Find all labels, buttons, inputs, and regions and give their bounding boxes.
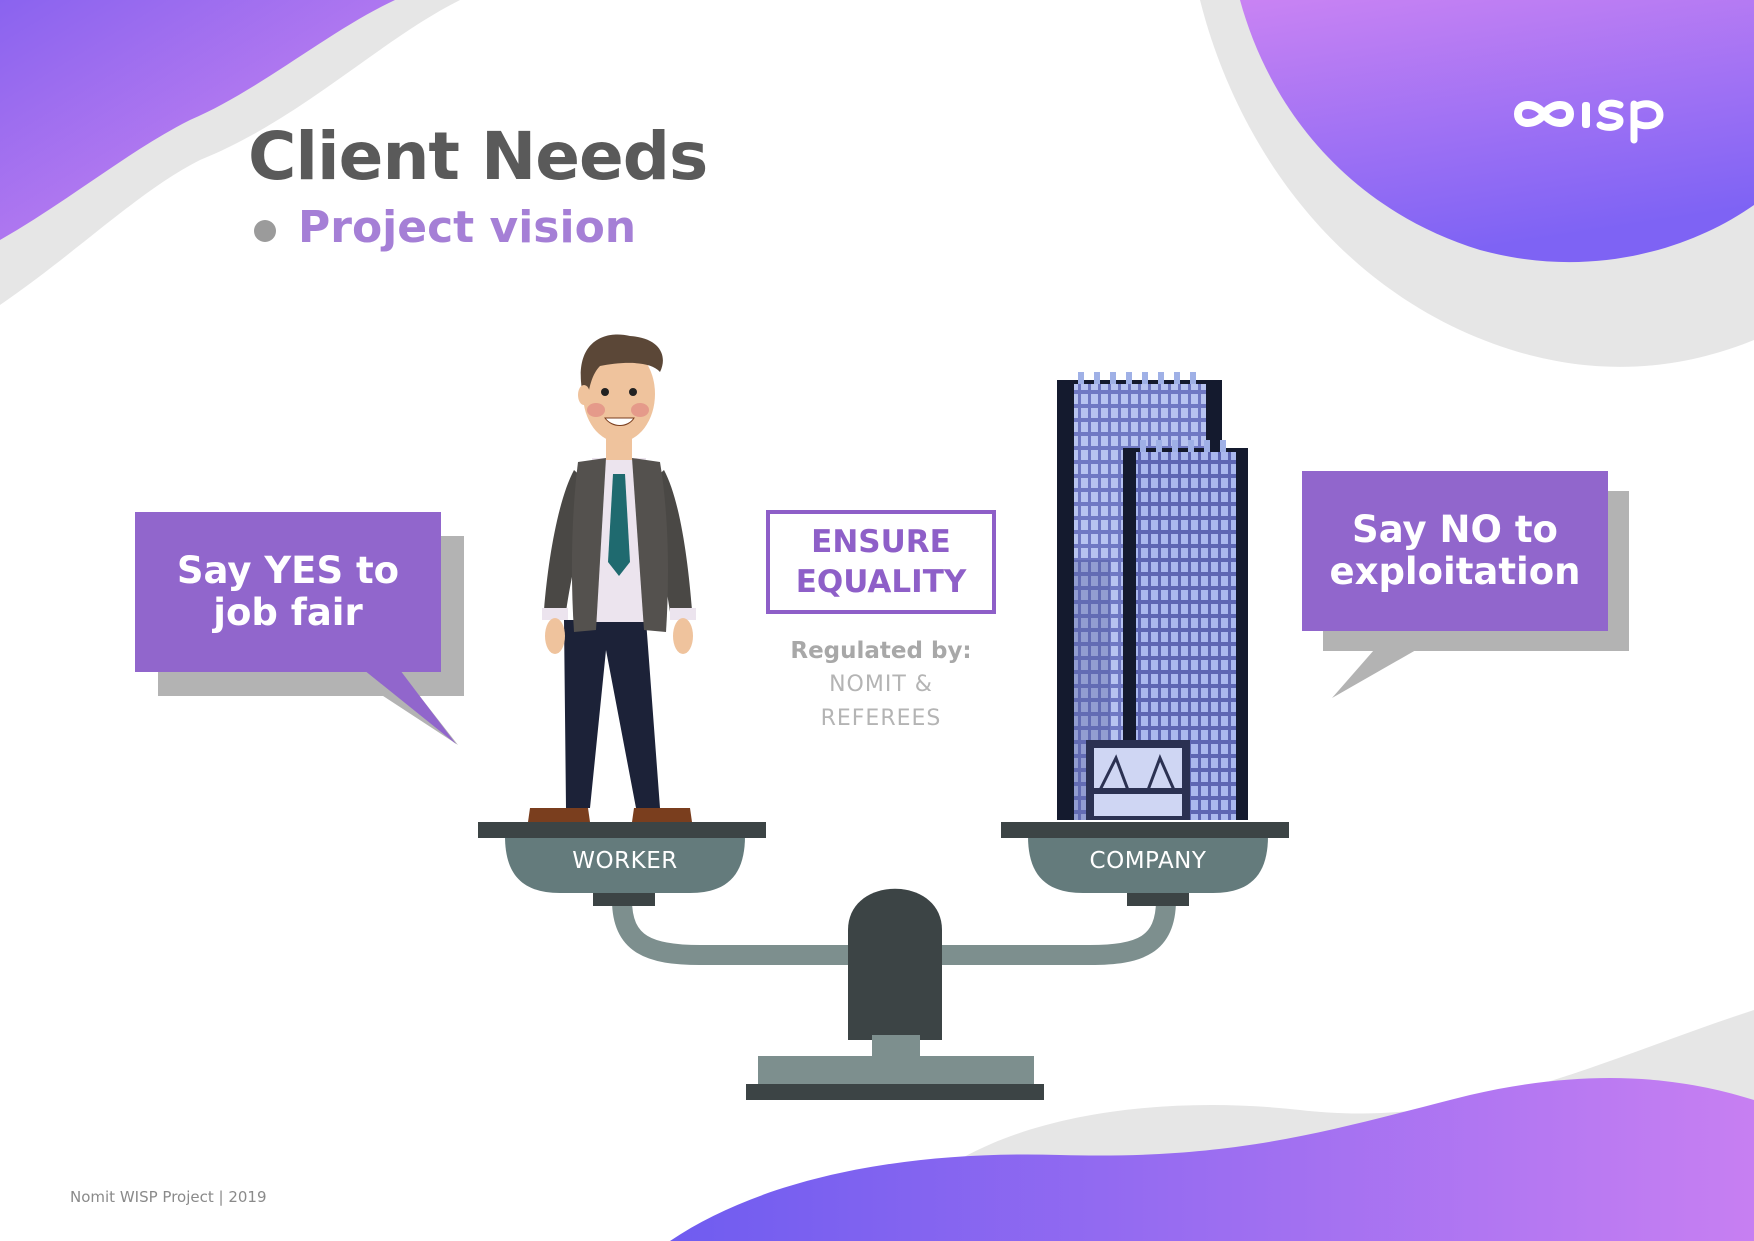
right-bubble-line2: exploitation — [1329, 550, 1581, 593]
ensure-equality-box: ENSURE EQUALITY — [766, 510, 996, 614]
regulator-line2: REFEREES — [820, 706, 942, 731]
regulated-by-label: Regulated by: — [790, 638, 972, 664]
right-bubble — [1302, 471, 1608, 631]
worker-pan-label: WORKER — [572, 848, 678, 874]
wave-bottom-purple — [670, 1078, 1754, 1241]
right-bubble-text: Say NO to exploitation — [1302, 509, 1608, 593]
bullet-dot — [254, 220, 276, 242]
footer-text: Nomit WISP Project | 2019 — [70, 1188, 267, 1206]
regulator-line1: NOMIT & — [829, 672, 933, 697]
company-pan-label: COMPANY — [1089, 848, 1207, 874]
left-bubble-line2: job fair — [213, 591, 363, 634]
left-bubble-text: Say YES to job fair — [135, 550, 441, 634]
left-bubble-line1: Say YES to — [176, 549, 400, 592]
left-bubble — [135, 512, 441, 672]
ensure-line1: ENSURE — [811, 524, 951, 560]
wave-top-right-purple — [1240, 0, 1754, 263]
ensure-equality-text: ENSURE EQUALITY — [796, 522, 967, 602]
infinity-logo-icon — [1513, 99, 1664, 144]
right-bubble-line1: Say NO to — [1352, 508, 1558, 551]
wave-top-left-purple — [0, 0, 395, 240]
page-title: Client Needs — [248, 118, 708, 195]
ensure-line2: EQUALITY — [795, 564, 967, 600]
page-subtitle: Project vision — [298, 202, 637, 253]
